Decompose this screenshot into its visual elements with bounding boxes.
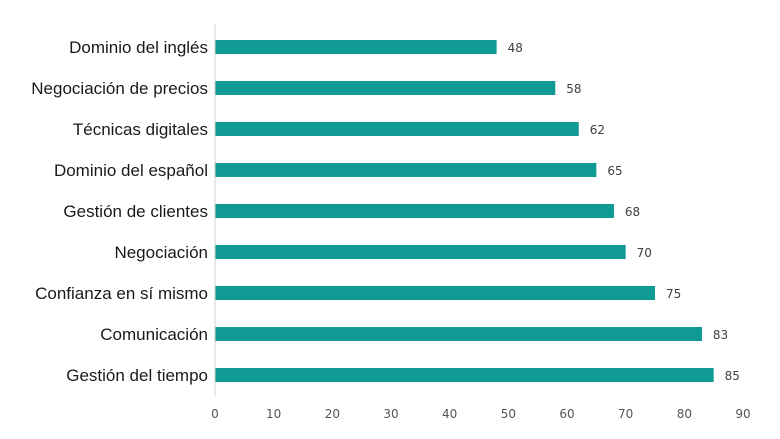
x-axis-ticks-group: 0 10 20 30 40 50 60 70 80 90 (211, 407, 750, 421)
data-label: 48 (508, 41, 523, 55)
data-label: 62 (590, 123, 605, 137)
category-label: Confianza en sí mismo (35, 284, 208, 303)
x-tick-label: 70 (618, 407, 633, 421)
category-label: Negociación (114, 243, 208, 262)
x-tick-label: 20 (325, 407, 340, 421)
data-label: 85 (725, 369, 740, 383)
bar (215, 368, 714, 382)
category-label: Dominio del español (54, 161, 208, 180)
data-label: 83 (713, 328, 728, 342)
category-label: Negociación de precios (31, 79, 208, 98)
x-tick-label: 10 (266, 407, 281, 421)
value-labels-group: 48 58 62 65 68 70 75 83 85 (508, 41, 740, 383)
x-tick-label: 60 (559, 407, 574, 421)
category-labels-group: Dominio del inglés Negociación de precios… (31, 38, 208, 385)
bar (215, 245, 626, 259)
bar (215, 122, 579, 136)
bar (215, 327, 702, 341)
bar (215, 204, 614, 218)
x-tick-label: 40 (442, 407, 457, 421)
bar (215, 286, 656, 300)
category-label: Gestión del tiempo (66, 366, 208, 385)
data-label: 58 (566, 82, 581, 96)
x-tick-label: 0 (211, 407, 219, 421)
category-label: Dominio del inglés (69, 38, 208, 57)
x-tick-label: 90 (735, 407, 750, 421)
x-tick-label: 30 (383, 407, 398, 421)
bar (215, 81, 556, 95)
category-label: Comunicación (100, 325, 208, 344)
category-label: Técnicas digitales (73, 120, 208, 139)
bar (215, 40, 497, 54)
bars-group (215, 40, 714, 382)
x-tick-label: 50 (501, 407, 516, 421)
data-label: 65 (607, 164, 622, 178)
data-label: 70 (637, 246, 652, 260)
data-label: 68 (625, 205, 640, 219)
x-tick-label: 80 (677, 407, 692, 421)
bar (215, 163, 597, 177)
category-label: Gestión de clientes (63, 202, 208, 221)
data-label: 75 (666, 287, 681, 301)
